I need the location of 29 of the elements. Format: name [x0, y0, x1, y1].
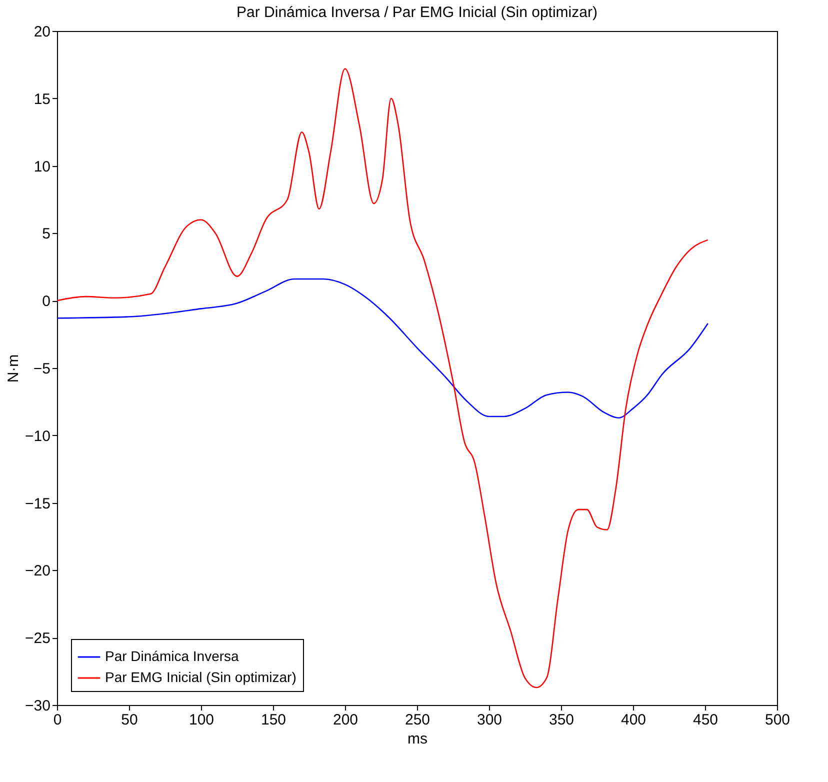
x-tick-label: 500: [764, 712, 790, 728]
y-tick-label: 0: [42, 293, 50, 310]
y-tick-label: 20: [34, 24, 50, 40]
y-tick-label: −10: [25, 428, 50, 445]
x-axis-title: ms: [408, 730, 428, 748]
y-axis-title: N·m: [5, 354, 22, 383]
y-tick-label: 15: [34, 90, 50, 108]
x-tick-label: 100: [188, 712, 214, 728]
x-tick-label: 400: [620, 712, 646, 728]
y-tick-label: −20: [25, 562, 50, 580]
line-series: [56, 68, 709, 688]
x-tick-label: 350: [548, 712, 574, 728]
chart-title: Par Dinámica Inversa / Par EMG Inicial (Sin optimizar): [236, 4, 598, 21]
y-tick-label: −25: [25, 630, 50, 648]
legend-label: Par EMG Inicial (Sin optimizar): [105, 669, 296, 685]
x-tick-label: 150: [260, 712, 286, 728]
x-tick-label: 0: [53, 712, 62, 728]
y-tick-label: 5: [42, 226, 50, 243]
y-tick-label: 10: [34, 158, 50, 176]
x-tick-label: 250: [404, 712, 430, 728]
line-series: [56, 278, 709, 419]
y-tick-label: −30: [25, 698, 50, 714]
y-tick-label: −5: [33, 360, 50, 378]
x-tick-label: 450: [692, 712, 718, 728]
legend-label: Par Dinámica Inversa: [105, 648, 240, 664]
x-tick-label: 50: [121, 712, 138, 728]
x-tick-label: 200: [332, 712, 358, 728]
y-tick-label: −15: [25, 495, 50, 512]
x-tick-label: 300: [476, 712, 502, 728]
